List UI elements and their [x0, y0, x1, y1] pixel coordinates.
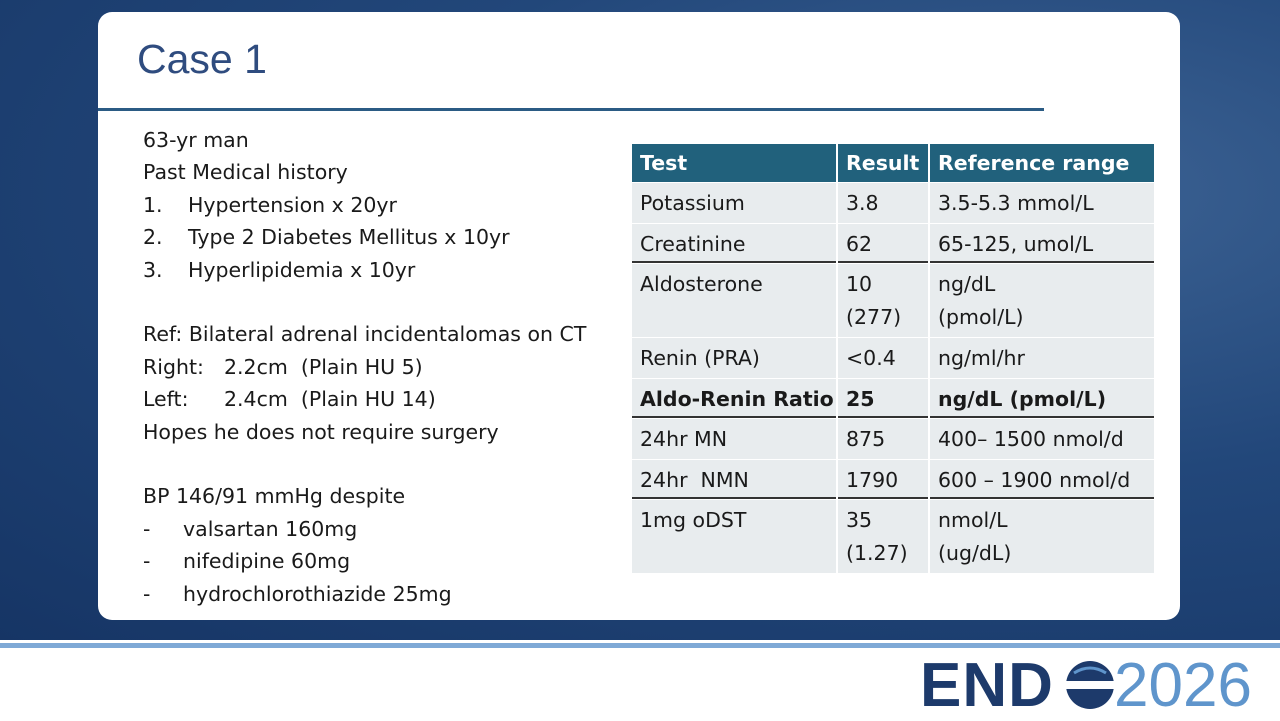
- list-number: 1.: [143, 192, 163, 217]
- table-text: (1.27): [846, 541, 908, 565]
- list-item: Hyperlipidemia x 10yr: [188, 257, 416, 282]
- table-cell: [632, 144, 836, 182]
- slide-title: Case 1: [137, 36, 267, 82]
- table-text: 400– 1500 nmol/d: [938, 427, 1124, 451]
- table-cell: [930, 144, 1154, 182]
- med-marker: -: [143, 516, 151, 541]
- table-text: ng/dL: [938, 272, 996, 296]
- table-text: 875: [846, 427, 886, 451]
- table-text: 600 – 1900 nmol/d: [938, 467, 1131, 492]
- table-cell: [632, 459, 836, 499]
- logo-year: 2026: [1114, 651, 1252, 720]
- table-cell: [930, 264, 1154, 337]
- table-text: 62: [846, 231, 873, 256]
- table-cell: [930, 183, 1154, 223]
- med-item: hydrochlorothiazide 25mg: [183, 581, 452, 606]
- table-cell: [838, 183, 928, 223]
- table-cell: [632, 223, 836, 263]
- table-cell: [632, 264, 836, 337]
- table-cell: [930, 419, 1154, 459]
- table-text: 24hr NMN: [640, 467, 749, 492]
- lesion-text: 2.4cm (Plain HU 14): [224, 387, 436, 412]
- table-cell: [930, 378, 1154, 418]
- table-text: ng/dL (pmol/L): [938, 386, 1107, 411]
- table-text: 65-125, umol/L: [938, 231, 1094, 256]
- logo-brand: END: [920, 651, 1054, 720]
- table-cell: [632, 378, 836, 418]
- med-marker: -: [143, 581, 151, 606]
- table-cell: [632, 419, 836, 459]
- table-cell: [930, 500, 1154, 573]
- intro-line: 63-yr man: [143, 128, 249, 152]
- table-text: 1790: [846, 467, 899, 492]
- med-marker: -: [143, 549, 151, 574]
- table-text: <0.4: [846, 346, 896, 370]
- table-text: Renin (PRA): [640, 346, 760, 370]
- table-cell: [838, 338, 928, 378]
- table-cell: [838, 144, 928, 182]
- bp: BP 146/91 mmHg despite: [143, 484, 406, 509]
- table-cell: [838, 223, 928, 263]
- table-text: Potassium: [640, 191, 745, 215]
- table-cell: [632, 338, 836, 378]
- table-text: 1mg oDST: [640, 508, 747, 532]
- table-header: Test: [640, 151, 688, 175]
- table-text: 35: [846, 508, 873, 532]
- table-cell: [838, 378, 928, 418]
- table-cell: [930, 338, 1154, 378]
- table-text: 3.8: [846, 191, 879, 215]
- table-text: nmol/L: [938, 508, 1008, 532]
- list-number: 3.: [143, 257, 163, 282]
- table-text: Creatinine: [640, 231, 746, 256]
- logo-globe: [1064, 661, 1116, 709]
- table-cell: [838, 459, 928, 499]
- list-number: 2.: [143, 225, 163, 250]
- table-cell: [930, 459, 1154, 499]
- table-header: Result: [846, 151, 920, 175]
- lesion-side: Right:: [143, 354, 204, 379]
- lesion-side: Left:: [143, 387, 189, 412]
- table-text: 25: [846, 386, 875, 411]
- referral: Ref: Bilateral adrenal incidentalomas on…: [143, 322, 587, 347]
- table-header: Reference range: [938, 151, 1130, 175]
- table-cell: [632, 183, 836, 223]
- med-item: nifedipine 60mg: [183, 549, 351, 574]
- table-text: ng/ml/hr: [938, 346, 1025, 370]
- table-cell: [838, 500, 928, 573]
- title-rule: [98, 108, 1044, 111]
- table-cell: [838, 264, 928, 337]
- lesion-text: 2.2cm (Plain HU 5): [224, 354, 423, 379]
- table-cell: [838, 419, 928, 459]
- med-item: valsartan 160mg: [183, 516, 358, 541]
- table-text: (pmol/L): [938, 305, 1024, 329]
- table-text: Aldo-Renin Ratio: [640, 386, 834, 411]
- table-cell: [930, 223, 1154, 263]
- list-item: Type 2 Diabetes Mellitus x 10yr: [188, 225, 510, 250]
- table-text: 24hr MN: [640, 427, 728, 451]
- table-text: 10: [846, 272, 873, 296]
- list-item: Hypertension x 20yr: [188, 192, 397, 217]
- table-text: 3.5-5.3 mmol/L: [938, 191, 1094, 215]
- table-text: (277): [846, 305, 902, 329]
- table-text: Aldosterone: [640, 272, 763, 296]
- intro-line: Past Medical history: [143, 160, 348, 185]
- table-text: (ug/dL): [938, 541, 1012, 565]
- note: Hopes he does not require surgery: [143, 419, 499, 444]
- table-cell: [632, 500, 836, 573]
- footer-stripe: [0, 643, 1280, 648]
